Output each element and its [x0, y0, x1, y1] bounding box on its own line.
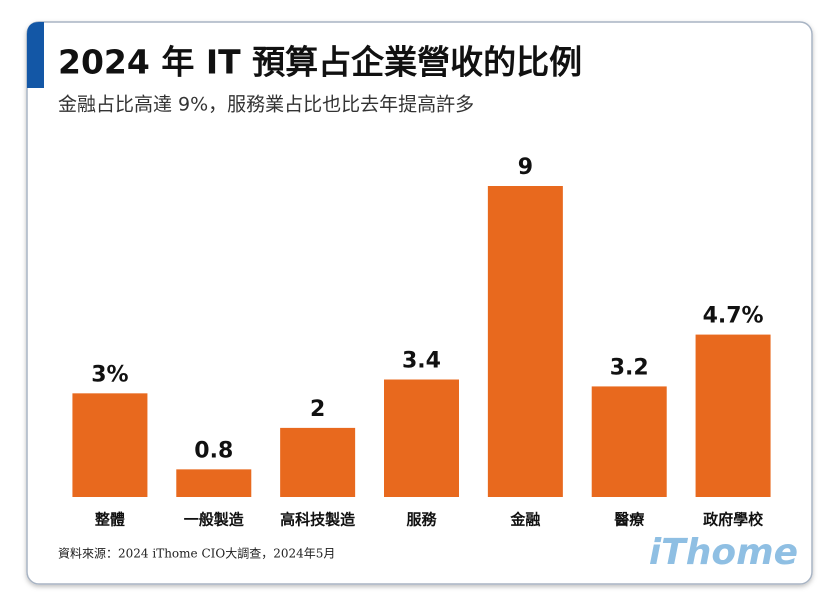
- bar: [695, 334, 771, 497]
- x-tick-label: 服務: [406, 511, 437, 529]
- bar: [72, 393, 148, 497]
- x-tick-label: 政府學校: [703, 511, 764, 529]
- value-label: 3%: [91, 362, 128, 387]
- source-note: 資料來源：2024 iThome CIO大調查，2024年5月: [58, 547, 335, 561]
- bar: [176, 469, 252, 497]
- x-tick-label: 金融: [509, 511, 540, 529]
- x-tick-label: 高科技製造: [280, 511, 355, 529]
- bar: [280, 427, 356, 497]
- value-label: 3.2: [610, 355, 649, 380]
- x-tick-label: 醫療: [614, 511, 645, 529]
- value-label: 4.7%: [703, 304, 764, 329]
- x-tick-label: 整體: [95, 511, 125, 529]
- bar: [487, 186, 563, 497]
- bar: [384, 379, 459, 497]
- bar: [591, 386, 667, 497]
- value-label: 2: [310, 397, 325, 422]
- x-tick-label: 一般製造: [184, 511, 244, 529]
- accent-bar: [27, 22, 44, 88]
- value-label: 3.4: [402, 349, 441, 374]
- chart-title: 2024 年 IT 預算占企業營收的比例: [58, 43, 582, 82]
- value-label: 0.8: [194, 438, 233, 463]
- logo: iThome: [649, 532, 798, 573]
- chart-subtitle: 金融占比高達 9%，服務業占比也比去年提高許多: [58, 94, 474, 116]
- value-label: 9: [518, 155, 533, 180]
